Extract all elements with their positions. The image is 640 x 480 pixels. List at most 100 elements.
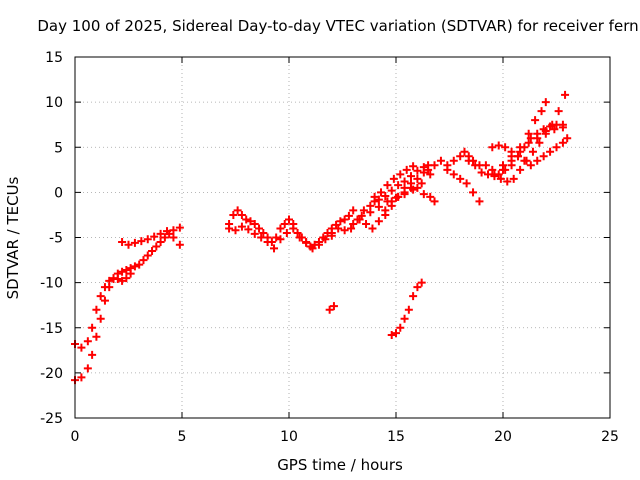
data-point-marker [137,237,146,246]
data-point-marker [340,215,349,224]
y-tick-label: 0 [54,185,63,201]
data-point-marker [130,262,139,271]
data-point-marker [314,240,323,249]
data-point-marker [449,156,458,165]
data-point-marker [563,134,572,143]
data-point-marker [419,168,428,177]
data-point-marker [92,305,101,314]
data-point-marker [362,219,371,228]
data-point-marker [156,238,165,247]
data-point-marker [387,330,396,339]
data-point-marker [308,244,317,253]
data-point-marker [92,332,101,341]
data-point-marker [541,98,550,107]
data-point-marker [552,143,561,152]
data-point-marker [163,227,172,236]
data-point-marker [499,165,507,174]
data-point-marker [160,233,169,242]
data-point-marker [349,219,358,228]
data-point-marker [389,174,398,183]
data-point-marker [496,174,505,183]
data-point-marker [113,275,122,284]
data-points [71,90,572,385]
data-point-marker [507,156,516,165]
data-point-marker [394,192,403,201]
data-point-marker [488,143,497,152]
data-point-marker [488,165,497,174]
data-point-marker [396,170,405,179]
data-point-marker [139,256,148,265]
data-point-marker [100,296,109,305]
data-point-marker [96,292,105,301]
data-point-marker [96,314,105,323]
grid [75,57,610,418]
data-point-marker [381,191,390,200]
axis-ticks: 0 5 10 15 20 25 -25 -20 -15 -10 -5 0 5 10 15 [40,50,619,445]
x-tick-label: 10 [280,429,298,445]
data-point-marker [347,224,356,233]
data-point-marker [417,179,426,188]
data-point-marker [250,219,259,228]
series-arc-10 [370,162,418,201]
data-point-marker [83,337,92,346]
y-tick-label: -5 [49,231,63,247]
data-point-marker [561,90,570,99]
series-arc-11 [387,278,426,339]
data-point-marker [417,278,426,287]
data-point-marker [289,224,298,233]
y-axis-label: SDTVAR / TECUs [4,176,22,299]
data-point-marker [406,183,415,192]
data-point-marker [88,350,97,359]
data-point-marker [244,225,253,234]
data-point-marker [554,107,563,116]
data-point-marker [259,228,268,237]
data-point-marker [124,240,133,249]
data-point-marker [526,161,535,170]
data-point-marker [130,238,139,247]
data-point-marker [100,283,109,292]
data-point-marker [406,172,415,181]
data-point-marker [334,224,343,233]
data-point-marker [503,177,512,186]
data-point-marker [152,242,161,251]
data-point-marker [175,240,184,249]
y-tick-label: -20 [40,366,63,382]
data-point-marker [225,224,234,233]
series-arc-15 [464,90,570,186]
data-point-marker [285,215,293,224]
series-arc-1 [71,223,184,385]
data-point-marker [539,152,548,161]
data-point-marker [520,156,529,165]
data-point-marker [548,120,557,129]
data-point-marker [477,168,486,177]
data-point-marker [531,116,540,125]
x-tick-label: 20 [494,429,512,445]
data-point-marker [122,265,131,274]
data-point-marker [413,174,422,183]
series-arc-12 [325,302,338,314]
data-point-marker [524,138,533,147]
data-point-marker [237,210,246,219]
data-point-marker [374,195,383,204]
y-tick-label: -10 [40,276,63,292]
data-point-marker [516,147,525,156]
data-point-marker [77,373,86,382]
data-point-marker [550,125,559,134]
data-point-marker [424,165,433,174]
data-point-marker [293,228,302,237]
data-point-marker [366,208,375,217]
data-point-marker [456,174,465,183]
data-point-marker [426,170,435,179]
data-point-marker [533,134,542,143]
data-point-marker [460,147,469,156]
data-point-marker [246,217,255,226]
data-point-marker [546,147,555,156]
data-point-marker [443,165,452,174]
y-tick-label: 10 [45,95,63,111]
data-point-marker [282,228,291,237]
data-point-marker [374,217,383,226]
data-point-marker [169,233,178,242]
y-tick-label: -25 [40,411,63,427]
data-point-marker [494,141,503,150]
series-arc-16 [488,134,572,170]
